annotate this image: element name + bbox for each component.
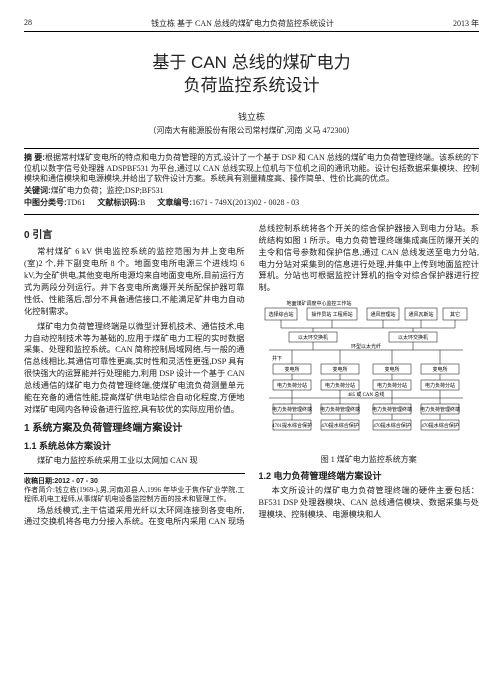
section-1-heading: 1 系统方案及负荷管理终端方案设计 [24, 422, 245, 437]
title-line-2: 负荷监控系统设计 [24, 75, 479, 98]
figure-1-diagram: 地面煤矿调度中心监控工作站 选择综合站 操作员站 工程师站 通风管理站 通风瓦斯… [259, 298, 473, 448]
svg-text:其它: 其它 [449, 311, 459, 318]
svg-text:变电所: 变电所 [432, 366, 447, 373]
title-line-1: 基于 CAN 总线的煤矿电力 [24, 52, 479, 75]
svg-text:环型以太光纤: 环型以太光纤 [350, 343, 380, 350]
running-head: 28 钱立栋 基于 CAN 总线的煤矿电力负荷监控系统设计 2013 年 [24, 18, 479, 32]
section-1-1-para: 煤矿电力监控系统采用工业以太网加 CAN 现 [24, 455, 245, 467]
doc-code-value: B [140, 198, 145, 207]
clc-value: TD61 [67, 198, 86, 207]
svg-text:电力负荷分站: 电力负荷分站 [424, 382, 454, 389]
svg-text:470提水综合保护: 470提水综合保护 [373, 422, 411, 429]
running-head-right: 2013 年 [453, 18, 479, 29]
svg-text:电力负荷管理终端: 电力负荷管理终端 [271, 406, 311, 413]
figure-1-wrap: 地面煤矿调度中心监控工作站 选择综合站 操作员站 工程师站 通风管理站 通风瓦斯… [259, 298, 480, 465]
section-1-2-para: 本文所设计的煤矿电力负荷管理终端的硬件主要包括：BF531 DSP 处理器模块、… [259, 485, 480, 521]
svg-text:以太环交换机: 以太环交换机 [397, 334, 427, 341]
svg-text:通风瓦斯站: 通风瓦斯站 [408, 311, 433, 318]
article-title: 基于 CAN 总线的煤矿电力 负荷监控系统设计 [24, 52, 479, 98]
section-1-1-heading: 1.1 系统总体方案设计 [24, 440, 245, 453]
svg-text:电力负荷分站: 电力负荷分站 [276, 382, 306, 389]
svg-text:地面煤矿调度中心监控工作站: 地面煤矿调度中心监控工作站 [286, 300, 351, 307]
svg-text:通风管理站: 通风管理站 [370, 311, 395, 318]
section-0-heading: 0 引言 [24, 229, 245, 244]
doc-code-label: 文献标识码: [97, 198, 140, 207]
svg-text:4701提水综合保护: 4701提水综合保护 [271, 422, 311, 429]
svg-text:选择综合站: 选择综合站 [268, 311, 293, 318]
page-number: 28 [24, 18, 32, 29]
running-head-center: 钱立栋 基于 CAN 总线的煤矿电力负荷监控系统设计 [151, 18, 334, 29]
svg-text:电力负荷管理终端: 电力负荷管理终端 [371, 406, 411, 413]
svg-text:470提水综合保护: 470提水综合保护 [321, 422, 359, 429]
body-columns: 0 引言 常村煤矿 6 kV 供电监控系统的监控范围为井上变电所(室)2 个,井… [24, 223, 479, 528]
svg-text:变电所: 变电所 [284, 366, 299, 373]
svg-text:485 或 CAN 总线: 485 或 CAN 总线 [347, 391, 384, 398]
svg-text:变电所: 变电所 [332, 366, 347, 373]
abstract-block: 摘 要:根据常村煤矿变电所的特点和电力负荷管理的方式,设计了一个基于 DSP 和… [24, 148, 479, 215]
svg-text:电力负荷管理终端: 电力负荷管理终端 [419, 406, 459, 413]
svg-text:操作员站 工程师站: 操作员站 工程师站 [311, 311, 352, 318]
svg-text:变电所: 变电所 [384, 366, 399, 373]
section-0-para-1: 常村煤矿 6 kV 供电监控系统的监控范围为井上变电所(室)2 个,井下副变电所… [24, 246, 245, 317]
svg-text:电力负荷分站: 电力负荷分站 [324, 382, 354, 389]
clc-label: 中图分类号: [24, 198, 67, 207]
svg-text:以太环交换机: 以太环交换机 [297, 334, 327, 341]
keywords-text: 煤矿电力负荷；监控;DSP;BF531 [51, 186, 164, 195]
abstract-label: 摘 要: [24, 153, 45, 162]
keywords-label: 关键词: [24, 186, 51, 195]
footnote-block: 收稿日期:2012 - 07 - 30 作者简介:钱立栋(1969-),男,河南… [24, 473, 245, 504]
section-1-2-heading: 1.2 电力负荷管理终端方案设计 [259, 470, 480, 483]
article-id-label: 文章编号: [157, 198, 192, 207]
article-id-value: 1671 - 749X(2013)02 - 0028 - 03 [192, 198, 299, 207]
section-0-para-2: 煤矿电力负荷管理终端是以微型计算机技术、通信技术,电力自动控制技术等为基础的,应… [24, 321, 245, 416]
affiliation: （河南大有能源股份有限公司常村煤矿,河南 义马 472300） [24, 125, 479, 136]
author: 钱立栋 [24, 110, 479, 123]
author-bio: 作者简介:钱立栋(1969-),男,河南邓县人,1996 年毕业于焦作矿业学院,… [24, 486, 245, 504]
svg-text:电力负荷管理终端: 电力负荷管理终端 [319, 406, 359, 413]
figure-1-caption: 图 1 煤矿电力监控系统方案 [259, 454, 480, 466]
received-date: 收稿日期:2012 - 07 - 30 [24, 478, 98, 485]
svg-text:470提水综合保护: 470提水综合保护 [421, 422, 459, 429]
svg-text:电力负荷分站: 电力负荷分站 [376, 382, 406, 389]
abstract-text: 根据常村煤矿变电所的特点和电力负荷管理的方式,设计了一个基于 DSP 和 CAN… [24, 153, 479, 184]
svg-text:井下: 井下 [271, 355, 281, 362]
